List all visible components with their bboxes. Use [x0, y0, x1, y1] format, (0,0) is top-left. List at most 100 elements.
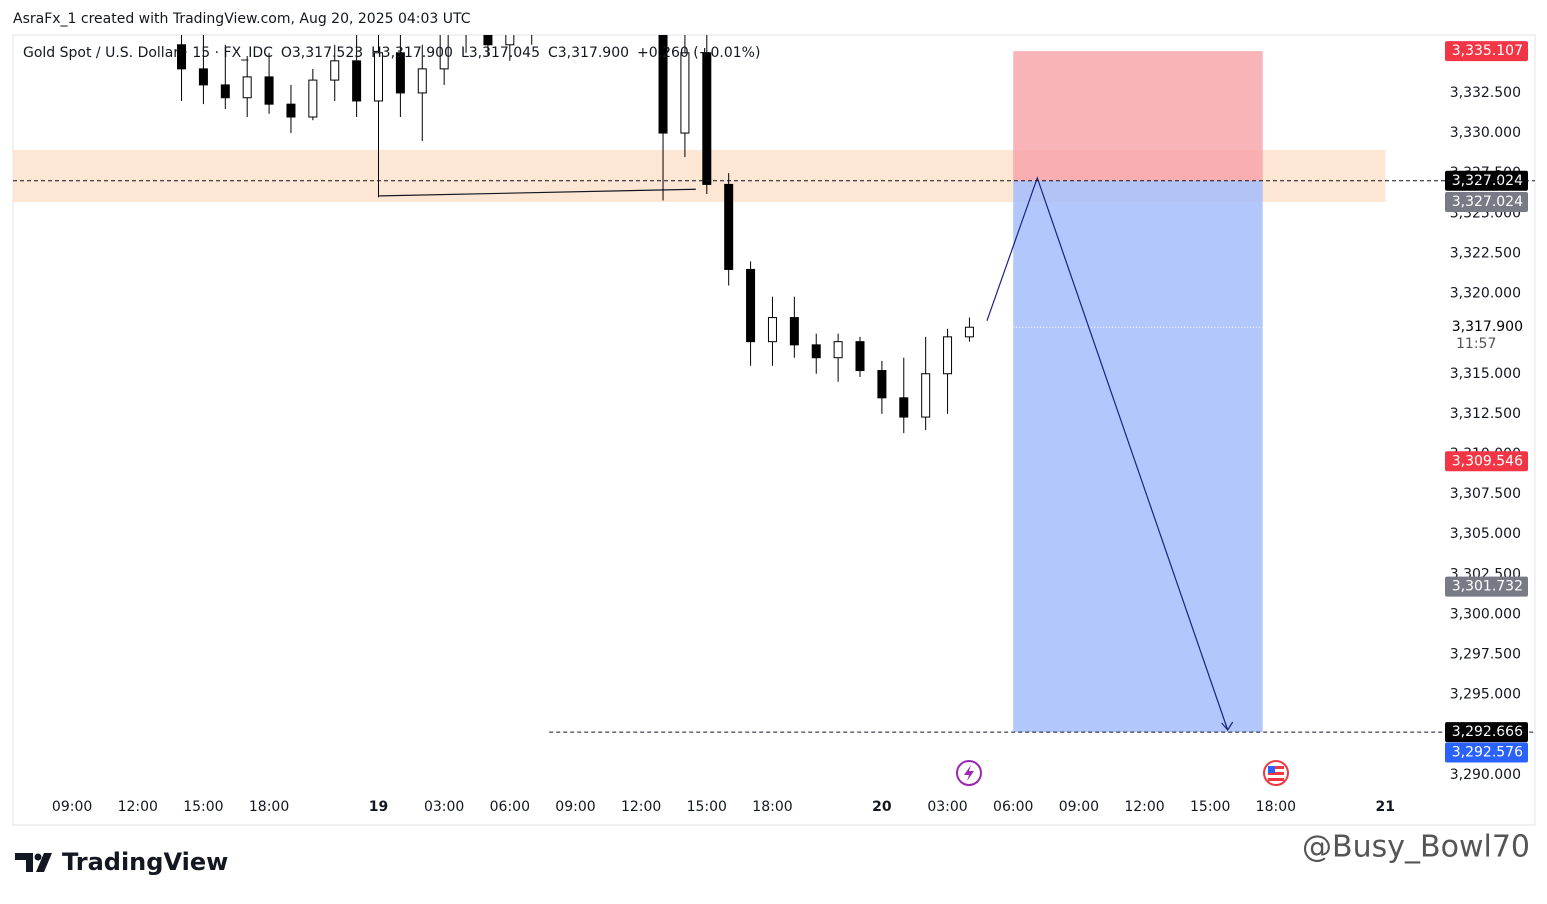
plot	[13, 35, 1386, 733]
price-badge-label: 3,292.576	[1452, 744, 1523, 760]
x-tick-label: 21	[1376, 799, 1395, 815]
candle-body	[789, 317, 799, 346]
candle-body	[964, 326, 974, 338]
countdown: 11:57	[1456, 336, 1496, 352]
watermark: @Busy_Bowl70	[1302, 830, 1530, 865]
candle-body	[242, 76, 252, 99]
candle-body	[833, 341, 843, 359]
price-badge-label: 3,335.107	[1452, 43, 1523, 59]
high: H3,317.900	[371, 45, 453, 61]
price-badge	[1445, 41, 1528, 62]
y-tick-label: 3,320.000	[1450, 286, 1521, 302]
x-tick-label: 19	[369, 799, 388, 815]
y-tick-label: 3,322.500	[1450, 245, 1521, 261]
x-tick-label: 06:00	[490, 799, 530, 815]
candle-body	[702, 52, 712, 185]
countdown-bg	[1445, 335, 1528, 354]
open: O3,317.523	[281, 45, 363, 61]
candle-body	[483, 35, 493, 46]
price-badge-label: 3,309.546	[1452, 453, 1523, 469]
candle-body	[767, 317, 777, 343]
x-tick-label: 09:00	[1059, 799, 1099, 815]
price-badge	[1445, 742, 1528, 763]
x-tick-label: 03:00	[927, 799, 967, 815]
x-tick-label: 18:00	[249, 799, 289, 815]
arrow-head	[1221, 721, 1234, 732]
candle-body	[374, 52, 384, 102]
close: C3,317.900	[548, 45, 629, 61]
candle-body	[417, 68, 427, 94]
chart-frame	[12, 34, 1536, 826]
logo: TradingView	[62, 848, 228, 876]
stop-zone	[1013, 51, 1263, 181]
price-badge	[1445, 722, 1528, 743]
x-tick-label: 18:00	[1256, 799, 1296, 815]
trend-line	[378, 188, 696, 197]
candle-body	[855, 341, 865, 372]
candle-body	[505, 35, 515, 46]
x-tick-label: 09:00	[555, 799, 595, 815]
candle-body	[746, 268, 756, 343]
candle-body	[395, 52, 405, 94]
x-tick-label: 06:00	[993, 799, 1033, 815]
candle-body	[308, 79, 318, 118]
x-tick-label: 20	[872, 799, 892, 815]
x-tick-label: 09:00	[52, 799, 92, 815]
candle-body	[899, 397, 909, 418]
candle-body	[264, 76, 274, 105]
price-badge	[1445, 192, 1528, 213]
y-tick-label: 3,295.000	[1450, 687, 1521, 703]
x-tick-label: 15:00	[183, 799, 223, 815]
logo-mark	[15, 853, 52, 872]
price-badge	[1445, 451, 1528, 472]
symbol: Gold Spot / U.S. Dollar · 15 · FX_IDC	[23, 45, 273, 61]
low: L3,317.045	[461, 45, 540, 61]
flag-icon[interactable]	[1263, 760, 1289, 786]
price-badge-label: 3,327.024	[1452, 194, 1523, 210]
x-tick-label: 12:00	[118, 799, 158, 815]
candle-body	[921, 373, 931, 418]
candle-body	[811, 344, 821, 359]
x-tick-label: 12:00	[1124, 799, 1164, 815]
price-badge	[1445, 317, 1528, 338]
price-badge-label: 3,301.732	[1452, 579, 1523, 595]
candle-body	[658, 35, 668, 134]
candle-body	[220, 84, 230, 99]
price-axis: 3,290.0003,292.5003,295.0003,297.5003,30…	[1445, 41, 1528, 783]
target-zone	[1013, 180, 1263, 733]
y-tick-label: 3,305.000	[1450, 526, 1521, 542]
x-tick-label: 12:00	[621, 799, 661, 815]
y-tick-label: 3,315.000	[1450, 366, 1521, 382]
y-tick-label: 3,307.500	[1450, 486, 1521, 502]
candle-body	[352, 60, 362, 102]
candle-body	[177, 44, 187, 70]
y-tick-label: 3,290.000	[1450, 767, 1521, 783]
y-tick-label: 3,300.000	[1450, 606, 1521, 622]
credit: AsraFx_1 created with TradingView.com, A…	[13, 11, 471, 27]
change: +0.260 (+0.01%)	[637, 45, 760, 61]
price-badge-label: 3,317.900	[1452, 319, 1523, 335]
price-badge-label: 3,327.024	[1452, 173, 1523, 189]
price-badge	[1445, 576, 1528, 597]
candle-body	[943, 336, 953, 375]
x-tick-label: 03:00	[424, 799, 464, 815]
event-icon[interactable]	[956, 760, 982, 786]
y-tick-label: 3,332.500	[1450, 85, 1521, 101]
candle-body	[286, 103, 296, 118]
x-tick-label: 18:00	[752, 799, 792, 815]
candle-body	[724, 183, 734, 270]
y-tick-label: 3,330.000	[1450, 125, 1521, 141]
candle-body	[439, 35, 449, 70]
y-tick-label: 3,297.500	[1450, 647, 1521, 663]
candle-body	[198, 68, 208, 86]
candle-body	[680, 52, 690, 134]
y-tick-label: 3,312.500	[1450, 406, 1521, 422]
legend: Gold Spot / U.S. Dollar · 15 · FX_IDC O3,…	[23, 45, 760, 61]
candle-body	[877, 370, 887, 399]
x-tick-label: 15:00	[687, 799, 727, 815]
x-tick-label: 15:00	[1190, 799, 1230, 815]
candle-body	[330, 60, 340, 81]
arrow	[986, 176, 1229, 731]
